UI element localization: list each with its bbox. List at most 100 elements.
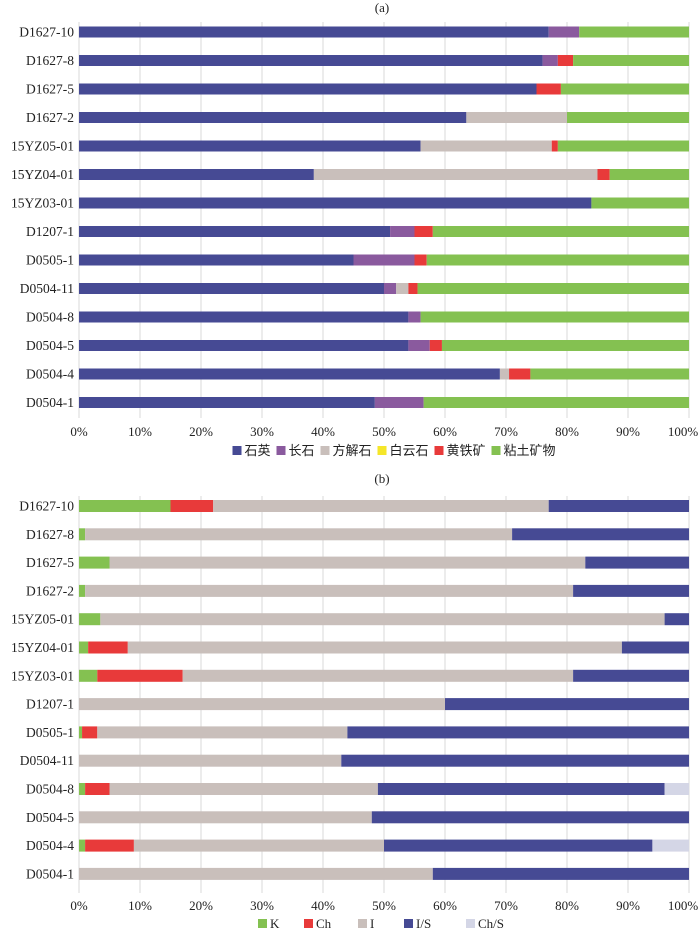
bar-segment (432, 226, 689, 237)
bar-segment (79, 397, 375, 408)
bar-segment (551, 140, 558, 152)
panel-b: (b) D1627-10 D1627-8 D1627-5 D1627-2 15YZ05-0… (11, 471, 698, 931)
bar-segment (542, 55, 558, 66)
bar-segment (79, 641, 89, 654)
bar-segment (664, 613, 689, 626)
legend-swatch (320, 446, 330, 455)
category-label: 15YZ03-01 (11, 668, 74, 683)
bar-segment (79, 55, 543, 66)
legend-label: Ch/S (478, 916, 504, 931)
bar-segment (414, 254, 427, 266)
bar-segment (414, 226, 433, 237)
bar-segment (79, 698, 445, 711)
bar-segment (79, 839, 86, 852)
category-label: D0504-8 (26, 310, 74, 325)
bar-segment (573, 584, 689, 597)
category-label: D0504-11 (20, 753, 74, 768)
bar-segment (597, 169, 610, 180)
bar-segment (408, 283, 418, 294)
category-label: 15YZ05-01 (11, 139, 74, 154)
legend-label: 黄铁矿 (447, 443, 486, 458)
bar-segment (79, 311, 409, 323)
bar-segment (313, 169, 598, 180)
bar-segment (97, 669, 183, 682)
legend-label: 长石 (289, 443, 315, 458)
tick-label: 60% (433, 898, 457, 913)
bar-segment (79, 112, 467, 123)
bar-segment (429, 340, 442, 351)
bar-segment (85, 584, 574, 597)
bar-segment (79, 528, 86, 541)
category-label: D1627-2 (26, 110, 74, 125)
bar-segment (441, 340, 689, 351)
bar-segment (548, 26, 580, 38)
tick-label: 100% (668, 898, 699, 913)
legend-swatch (466, 919, 475, 928)
bar-segment (652, 839, 689, 852)
bar-segment (536, 83, 561, 95)
bar-segment (426, 254, 689, 266)
bar-segment (85, 783, 110, 795)
tick-label: 60% (433, 424, 457, 439)
category-label: D0504-4 (26, 367, 74, 382)
legend-label: 白云石 (390, 443, 429, 458)
bar-segment (88, 641, 128, 654)
bar-segment (573, 55, 689, 66)
bar-segment (79, 726, 83, 739)
bar-segment (79, 83, 537, 95)
bar-segment (396, 283, 409, 294)
category-label: D1627-8 (26, 527, 74, 542)
tick-label: 0% (70, 898, 88, 913)
bar-segment (79, 368, 500, 380)
bar-segment (371, 811, 689, 824)
tick-label: 20% (189, 898, 213, 913)
bar-segment (79, 254, 354, 266)
category-label: D0504-5 (26, 338, 74, 353)
bar-segment (573, 669, 689, 682)
legend-label: 石英 (245, 443, 271, 458)
bar-segment (377, 783, 665, 795)
bar-segment (85, 839, 134, 852)
bar-segment (170, 500, 214, 512)
bar-segment (79, 811, 372, 824)
bar-segment (579, 26, 689, 38)
legend-swatch (404, 919, 413, 928)
tick-label: 50% (372, 898, 396, 913)
legend-swatch (434, 446, 444, 455)
category-label: D0505-1 (26, 253, 74, 268)
bar-segment (79, 283, 384, 294)
bar-segment (82, 726, 98, 739)
bar-segment (420, 140, 552, 152)
bar-segment (109, 783, 378, 795)
bar-segment (374, 397, 424, 408)
bar-segment (79, 340, 409, 351)
tick-label: 100% (668, 424, 699, 439)
bar-segment (408, 340, 430, 351)
legend-swatch (377, 446, 387, 455)
legend-swatch (276, 446, 286, 455)
bar-segment (423, 397, 689, 408)
legend-swatch (491, 446, 501, 455)
bar-segment (499, 368, 510, 380)
bar-segment (509, 368, 531, 380)
tick-label: 90% (616, 898, 640, 913)
bar-segment (97, 726, 348, 739)
bar-segment (79, 754, 342, 767)
category-label: D1207-1 (26, 697, 74, 712)
legend-label: 方解石 (333, 443, 372, 458)
category-label: 15YZ03-01 (11, 196, 74, 211)
bar-segment (79, 556, 110, 569)
bar-segment (445, 698, 689, 711)
legend-swatch (304, 919, 313, 928)
category-label: D0504-4 (26, 838, 74, 853)
bar-segment (79, 783, 86, 795)
category-label: D0504-8 (26, 782, 74, 797)
category-label: D1627-2 (26, 583, 74, 598)
bar-segment (585, 556, 689, 569)
tick-label: 40% (311, 424, 335, 439)
bar-segment (408, 311, 421, 323)
tick-label: 20% (189, 424, 213, 439)
bar-segment (664, 783, 689, 795)
